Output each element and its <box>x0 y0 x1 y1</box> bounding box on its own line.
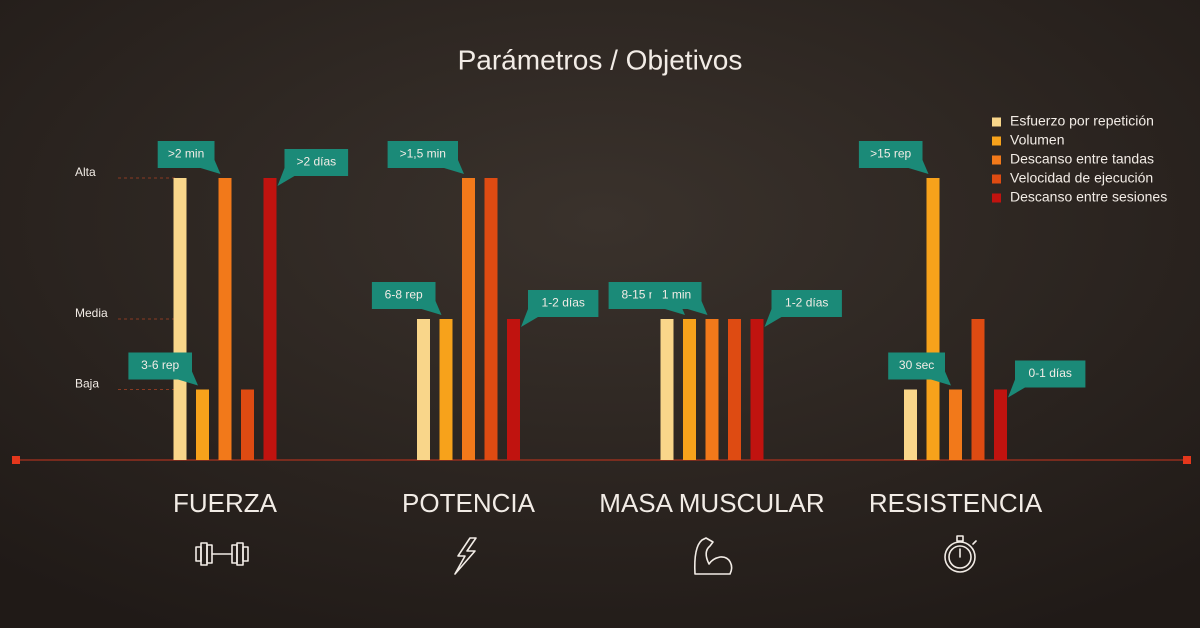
callout-label: 0-1 días <box>1029 366 1072 380</box>
callout-label: 3-6 rep <box>141 358 179 372</box>
bar <box>263 178 277 460</box>
legend-swatch <box>992 117 1001 127</box>
bar <box>417 319 430 460</box>
callout-label: 1 min <box>662 288 691 302</box>
category-label: FUERZA <box>173 488 278 518</box>
callout: >15 rep <box>858 141 929 174</box>
legend-label: Esfuerzo por repetición <box>1010 113 1154 129</box>
callout-label: 1-2 días <box>785 296 828 310</box>
callout: >2 min <box>157 141 221 174</box>
bar <box>462 178 475 460</box>
legend-label: Descanso entre tandas <box>1010 151 1154 167</box>
callout: 1 min <box>651 282 708 315</box>
callout-label: >2 días <box>296 155 336 169</box>
callout: >2 días <box>277 149 349 186</box>
legend-label: Velocidad de ejecución <box>1010 170 1153 186</box>
legend-swatch <box>992 136 1001 146</box>
callout-label: 1-2 días <box>542 296 585 310</box>
callout: 6-8 rep <box>371 282 442 315</box>
bar <box>683 319 696 460</box>
bar <box>173 178 187 460</box>
callout-box <box>528 290 599 317</box>
callout-box <box>284 149 349 176</box>
bar <box>904 389 917 460</box>
callout: 30 sec <box>888 352 951 386</box>
legend-label: Descanso entre sesiones <box>1010 189 1167 205</box>
callout-box <box>888 352 945 380</box>
chart-title: Parámetros / Objetivos <box>458 44 743 75</box>
bar <box>484 178 498 460</box>
y-tick-label: Media <box>75 306 108 320</box>
callout-box <box>858 141 923 168</box>
callout-tail <box>277 168 295 186</box>
legend-swatch <box>992 174 1001 184</box>
bar <box>750 319 764 460</box>
bar <box>196 389 209 460</box>
bar <box>507 319 520 460</box>
callout-label: 30 sec <box>899 358 934 372</box>
legend-swatch <box>992 193 1001 203</box>
callout: >1,5 min <box>387 141 464 174</box>
bar <box>241 389 254 460</box>
legend-swatch <box>992 155 1001 165</box>
callout-label: >1,5 min <box>400 147 446 161</box>
lightning-icon <box>454 537 477 575</box>
callout-label: >15 rep <box>870 147 911 161</box>
callout-box <box>651 282 702 309</box>
callout: 1-2 días <box>764 290 842 327</box>
callout-tail <box>764 309 782 327</box>
bar <box>728 319 741 460</box>
callout-box <box>1015 360 1086 388</box>
bar <box>218 178 232 460</box>
category-label: POTENCIA <box>402 488 536 518</box>
legend-label: Volumen <box>1010 132 1064 148</box>
muscle-icon <box>693 537 733 575</box>
callout-box <box>387 141 458 168</box>
y-tick-label: Baja <box>75 377 99 391</box>
callout: 1-2 días <box>521 290 599 327</box>
callout: 3-6 rep <box>128 352 198 386</box>
callout-box <box>371 282 436 309</box>
dumbbell-icon <box>195 542 249 566</box>
category-label: RESISTENCIA <box>869 488 1043 518</box>
callout-box <box>771 290 842 317</box>
bar <box>949 389 962 460</box>
baseline-end <box>12 456 20 464</box>
bar <box>660 319 674 460</box>
callout-box <box>157 141 215 168</box>
y-tick-label: Alta <box>75 165 96 179</box>
bar <box>994 389 1007 460</box>
stopwatch-icon <box>944 535 977 573</box>
bar <box>439 319 453 460</box>
bar <box>705 319 719 460</box>
baseline-end <box>1183 456 1191 464</box>
category-label: MASA MUSCULAR <box>599 488 824 518</box>
bar <box>926 178 940 460</box>
callout-tail <box>1008 379 1025 398</box>
callout-label: 6-8 rep <box>385 288 423 302</box>
callout: 0-1 días <box>1008 360 1086 398</box>
callout-label: >2 min <box>168 147 204 161</box>
bar <box>971 319 985 460</box>
callout-box <box>128 352 192 380</box>
callout-tail <box>521 309 538 327</box>
